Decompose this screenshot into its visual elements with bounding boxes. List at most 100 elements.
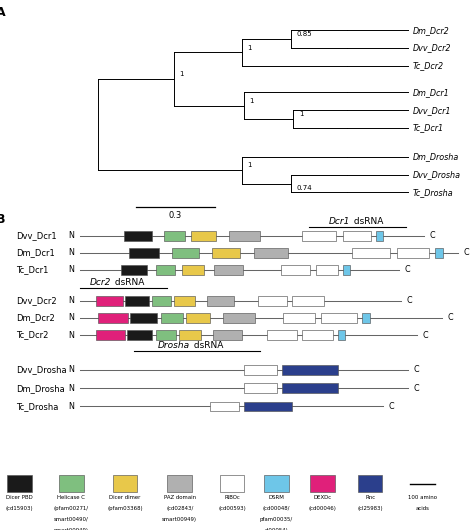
- Bar: [128, 248, 159, 258]
- Text: dsRNA: dsRNA: [351, 217, 383, 226]
- Bar: [59, 475, 84, 492]
- Text: Dm_Dcr1: Dm_Dcr1: [17, 249, 55, 258]
- Bar: [258, 296, 287, 306]
- Text: (cd15903): (cd15903): [6, 506, 33, 511]
- Bar: [220, 475, 245, 492]
- Text: 1: 1: [180, 72, 184, 77]
- Text: Tc_Dcr1: Tc_Dcr1: [17, 266, 49, 275]
- Bar: [302, 231, 336, 241]
- Bar: [98, 313, 128, 323]
- Bar: [152, 296, 171, 306]
- Bar: [223, 313, 255, 323]
- Bar: [155, 330, 176, 340]
- Text: Tc_Dcr2: Tc_Dcr2: [17, 331, 49, 340]
- Bar: [172, 248, 199, 258]
- Text: (pfam03368): (pfam03368): [107, 506, 143, 511]
- Text: C: C: [389, 402, 394, 411]
- Text: C: C: [423, 331, 428, 340]
- Text: C: C: [447, 313, 453, 322]
- Text: Dm_Drosha: Dm_Drosha: [17, 384, 65, 393]
- Text: Tc_Drosha: Tc_Drosha: [17, 402, 59, 411]
- Bar: [358, 475, 383, 492]
- Bar: [281, 265, 310, 275]
- Bar: [316, 265, 338, 275]
- Text: RIBOc: RIBOc: [224, 495, 240, 500]
- Text: C: C: [407, 296, 412, 305]
- Text: PAZ domain: PAZ domain: [164, 495, 196, 500]
- Bar: [292, 296, 324, 306]
- Bar: [179, 330, 201, 340]
- Text: Dm_Dcr2: Dm_Dcr2: [413, 25, 449, 34]
- Text: Rnc: Rnc: [365, 495, 375, 500]
- Text: 1: 1: [299, 111, 303, 117]
- Bar: [212, 248, 240, 258]
- Bar: [210, 402, 239, 411]
- Bar: [207, 296, 234, 306]
- Bar: [338, 330, 345, 340]
- Text: DSRM: DSRM: [268, 495, 284, 500]
- Text: Drosha: Drosha: [158, 341, 190, 350]
- Bar: [244, 383, 277, 393]
- Text: N: N: [68, 231, 74, 240]
- Text: dsRNA: dsRNA: [191, 341, 223, 350]
- Text: C: C: [429, 231, 435, 240]
- Text: (cd00046): (cd00046): [309, 506, 337, 511]
- Bar: [156, 265, 175, 275]
- Text: Dcr2: Dcr2: [90, 278, 111, 287]
- Bar: [7, 475, 32, 492]
- Bar: [124, 231, 152, 241]
- Text: 1: 1: [247, 45, 252, 51]
- Bar: [127, 330, 152, 340]
- Text: Dm_Dcr2: Dm_Dcr2: [17, 313, 55, 322]
- Bar: [182, 265, 204, 275]
- Text: smart00949): smart00949): [162, 517, 197, 522]
- Bar: [214, 265, 243, 275]
- Text: Tc_Dcr1: Tc_Dcr1: [413, 123, 444, 132]
- Text: (pfam00271/: (pfam00271/: [54, 506, 89, 511]
- Text: Dvv_Dcr2: Dvv_Dcr2: [413, 43, 451, 52]
- Text: N: N: [68, 331, 74, 340]
- Text: 0.3: 0.3: [169, 210, 182, 219]
- Bar: [229, 231, 260, 241]
- Bar: [302, 330, 333, 340]
- Bar: [352, 248, 390, 258]
- Text: Dvv_Drosha: Dvv_Drosha: [413, 170, 461, 179]
- Bar: [282, 365, 337, 375]
- Bar: [130, 313, 157, 323]
- Text: C: C: [463, 249, 469, 258]
- Bar: [186, 313, 210, 323]
- Text: Dvv_Dcr1: Dvv_Dcr1: [17, 231, 57, 240]
- Bar: [125, 296, 149, 306]
- Bar: [112, 475, 137, 492]
- Bar: [362, 313, 370, 323]
- Bar: [167, 475, 192, 492]
- Bar: [264, 475, 289, 492]
- Bar: [254, 248, 288, 258]
- Bar: [267, 330, 297, 340]
- Text: smart00949): smart00949): [54, 528, 89, 530]
- Text: (cd02843/: (cd02843/: [166, 506, 193, 511]
- Text: A: A: [0, 6, 6, 19]
- Bar: [96, 330, 125, 340]
- Bar: [310, 475, 335, 492]
- Text: cl00054): cl00054): [264, 528, 288, 530]
- Text: acids: acids: [416, 506, 429, 511]
- Bar: [121, 265, 146, 275]
- Bar: [96, 296, 123, 306]
- Text: 100 amino: 100 amino: [408, 495, 437, 500]
- Text: Tc_Dcr2: Tc_Dcr2: [413, 61, 444, 70]
- Text: N: N: [68, 266, 74, 275]
- Text: Dicer dimer: Dicer dimer: [109, 495, 140, 500]
- Text: (cd00593): (cd00593): [218, 506, 246, 511]
- Bar: [213, 330, 242, 340]
- Text: Dicer PBD: Dicer PBD: [6, 495, 33, 500]
- Bar: [174, 296, 195, 306]
- Text: Helicase C: Helicase C: [57, 495, 85, 500]
- Text: N: N: [68, 313, 74, 322]
- Bar: [397, 248, 429, 258]
- Text: N: N: [68, 384, 74, 393]
- Text: 1: 1: [247, 162, 252, 169]
- Text: smart00490/: smart00490/: [54, 517, 89, 522]
- Text: Dm_Dcr1: Dm_Dcr1: [413, 88, 449, 97]
- Text: B: B: [0, 213, 6, 226]
